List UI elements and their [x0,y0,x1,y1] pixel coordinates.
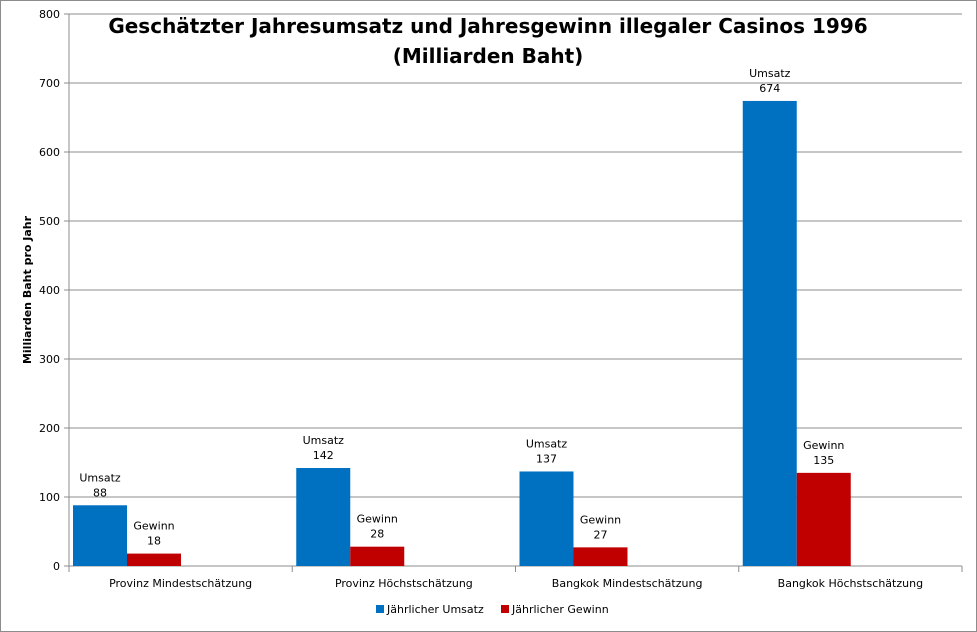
bar-umsatz [296,468,351,566]
data-label-name: Umsatz [303,434,345,447]
y-axis-label: Milliarden Baht pro Jahr [21,215,34,364]
data-label-value: 27 [594,528,608,541]
data-label-value: 28 [370,528,384,541]
data-label-value: 18 [147,535,161,548]
data-label-name: Umsatz [749,67,791,80]
y-tick-label: 500 [39,215,60,228]
y-tick-label: 800 [39,8,60,21]
data-label-name: Gewinn [803,439,844,452]
data-label-value: 142 [313,449,334,462]
bars [73,100,851,566]
bar-umsatz [742,100,797,566]
legend-label: Jährlicher Umsatz [386,603,484,616]
y-tick-label: 200 [39,422,60,435]
chart-title: Geschätzter Jahresumsatz und Jahresgewin… [108,14,867,38]
data-labels: Umsatz 88 Umsatz 142 Umsatz 137 Umsatz 674 Gewin… [79,67,844,548]
legend-swatch [501,605,509,613]
x-axis: Provinz Mindestschätzung Provinz Höchstsc… [68,566,963,590]
data-label-name: Umsatz [526,437,568,450]
legend-label: Jährlicher Gewinn [511,603,609,616]
data-label-value: 135 [813,454,834,467]
bar-gewinn [127,553,181,566]
data-label-name: Gewinn [580,513,621,526]
y-tick-label: 700 [39,77,60,90]
legend: Jährlicher Umsatz Jährlicher Gewinn [376,603,609,616]
x-tick-label: Bangkok Mindestschätzung [552,577,703,590]
x-tick-label: Provinz Mindestschätzung [109,577,252,590]
chart-subtitle: (Milliarden Baht) [393,44,584,68]
y-tick-label: 100 [39,491,60,504]
x-tick-label: Provinz Höchstschätzung [335,577,473,590]
data-label-name: Umsatz [79,471,121,484]
bar-gewinn [573,547,628,566]
bar-umsatz [519,471,574,566]
y-tick-label: 400 [39,284,60,297]
bar-gewinn [350,546,405,566]
y-tick-label: 600 [39,146,60,159]
data-label-name: Gewinn [133,520,174,533]
y-tick-label: 300 [39,353,60,366]
bar-gewinn [796,472,851,566]
legend-swatch [376,605,384,613]
data-label-value: 674 [759,82,780,95]
y-tick-labels: 0 100 200 300 400 500 600 700 800 [39,8,60,573]
data-label-value: 88 [93,486,107,499]
y-tick-label: 0 [53,560,60,573]
x-tick-label: Bangkok Höchstschätzung [778,577,923,590]
data-label-name: Gewinn [357,513,398,526]
data-label-value: 137 [536,452,557,465]
bar-umsatz [73,505,127,566]
